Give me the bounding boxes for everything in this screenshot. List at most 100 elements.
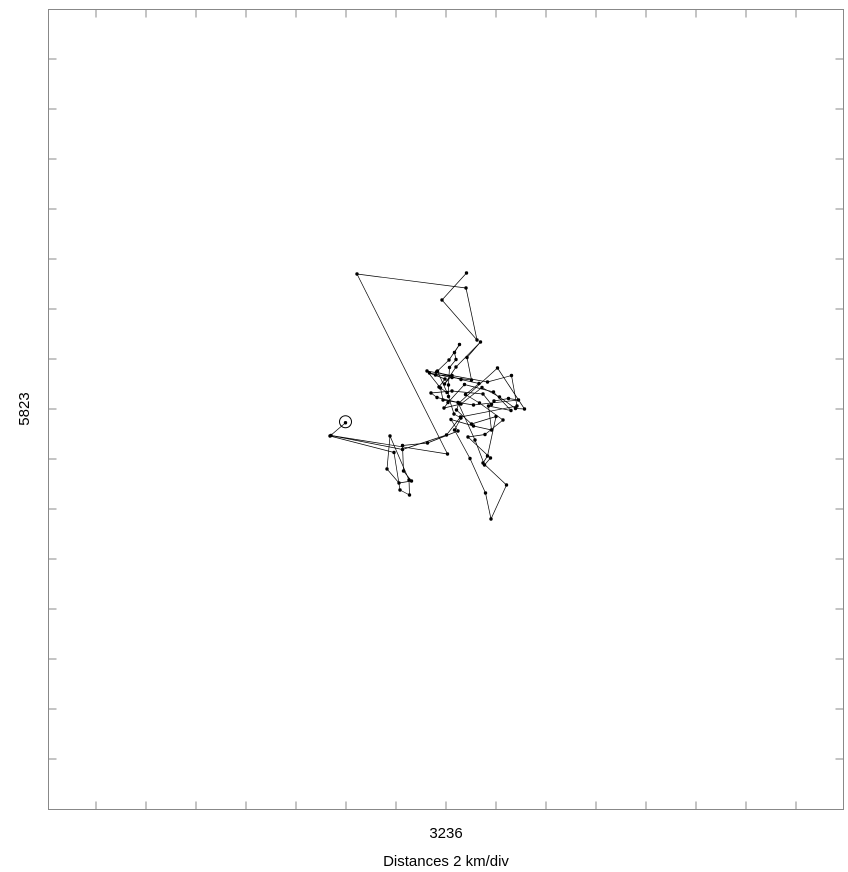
track-point (468, 456, 472, 461)
track-segment (471, 416, 497, 425)
track-point (480, 385, 484, 390)
track-segment (449, 359, 457, 368)
track-segment (479, 402, 504, 421)
track-segment (458, 367, 498, 404)
track-point (506, 396, 511, 401)
track-point (491, 390, 496, 394)
track-segment (460, 379, 480, 384)
track-point (445, 452, 450, 456)
track-segment (356, 273, 448, 455)
track-segment (482, 462, 507, 486)
track-point (465, 355, 469, 360)
track-point (447, 358, 451, 362)
track-segment (408, 479, 410, 496)
track-segment (482, 393, 492, 405)
track-point (445, 390, 449, 395)
track-point (452, 412, 456, 416)
track-segment (481, 387, 500, 398)
track-point (458, 415, 463, 419)
track-point (457, 342, 462, 347)
track-segment (329, 435, 395, 453)
track-point (486, 404, 491, 408)
track-segment (437, 359, 450, 372)
track-point (504, 483, 509, 487)
track-point (516, 398, 521, 402)
track-point (407, 493, 412, 497)
track-point (489, 517, 493, 521)
track-point (401, 469, 406, 473)
track-segment (490, 484, 507, 520)
track-segment (386, 435, 391, 470)
track-point (509, 373, 514, 378)
track-point (488, 456, 493, 460)
track-segment (330, 435, 448, 455)
track-point (446, 383, 451, 387)
track-point (329, 433, 333, 438)
track-segment (457, 402, 476, 441)
track-point (489, 402, 494, 407)
track-point (477, 381, 481, 386)
track-point (440, 298, 444, 302)
track-point (433, 373, 438, 377)
track-point (452, 428, 457, 432)
axis-ticks (48, 9, 844, 810)
track-segment (474, 439, 485, 466)
track-segment (511, 375, 518, 407)
track-point (442, 406, 446, 410)
track-point (446, 394, 451, 399)
track-segment (448, 396, 455, 415)
y-center-label: 5823 (16, 392, 33, 425)
track-segment (455, 341, 481, 368)
track-point (469, 378, 474, 382)
track-point (475, 338, 479, 342)
track-point (443, 377, 447, 381)
track-point (435, 395, 439, 400)
track-segment (473, 399, 519, 406)
track-point (509, 408, 513, 413)
track-point (456, 429, 460, 433)
track-segment (330, 435, 403, 450)
x-axis-label: Distances 2 km/div (383, 853, 509, 870)
track-segment (466, 357, 472, 381)
track-point (459, 377, 463, 382)
track-segment (487, 416, 497, 457)
track-point (398, 488, 402, 492)
track-points (328, 271, 527, 521)
track-point (473, 438, 477, 442)
track-segment (329, 422, 346, 437)
track-point (466, 435, 470, 439)
track-segment (460, 405, 518, 418)
track-point (454, 408, 459, 412)
track-point (438, 386, 443, 390)
track-segment (386, 468, 400, 484)
track-segment (450, 419, 474, 427)
track-point (464, 286, 468, 290)
track-path (329, 272, 525, 520)
track-segment (435, 374, 453, 376)
track-point (464, 271, 469, 275)
track-point (482, 463, 487, 467)
track-point (494, 414, 498, 419)
track-segment (446, 416, 461, 436)
track-point (489, 428, 494, 432)
track-point (477, 401, 482, 405)
track-point (400, 447, 405, 452)
track-segment (454, 429, 471, 459)
track-point (454, 357, 458, 362)
x-center-label: 3236 (429, 825, 462, 842)
track-segment (487, 375, 512, 383)
track-segment (488, 405, 512, 411)
track-segment (456, 409, 472, 425)
track-point (385, 467, 389, 471)
track-point (478, 340, 483, 344)
track-point (485, 380, 490, 384)
track-point (483, 491, 488, 495)
track-segment (402, 434, 447, 450)
track-segment (402, 442, 428, 446)
track-point (522, 407, 527, 411)
track-point (452, 350, 457, 355)
track-point (471, 403, 476, 407)
track-segment (484, 419, 504, 435)
track-segment (464, 384, 494, 393)
track-segment (399, 489, 410, 496)
